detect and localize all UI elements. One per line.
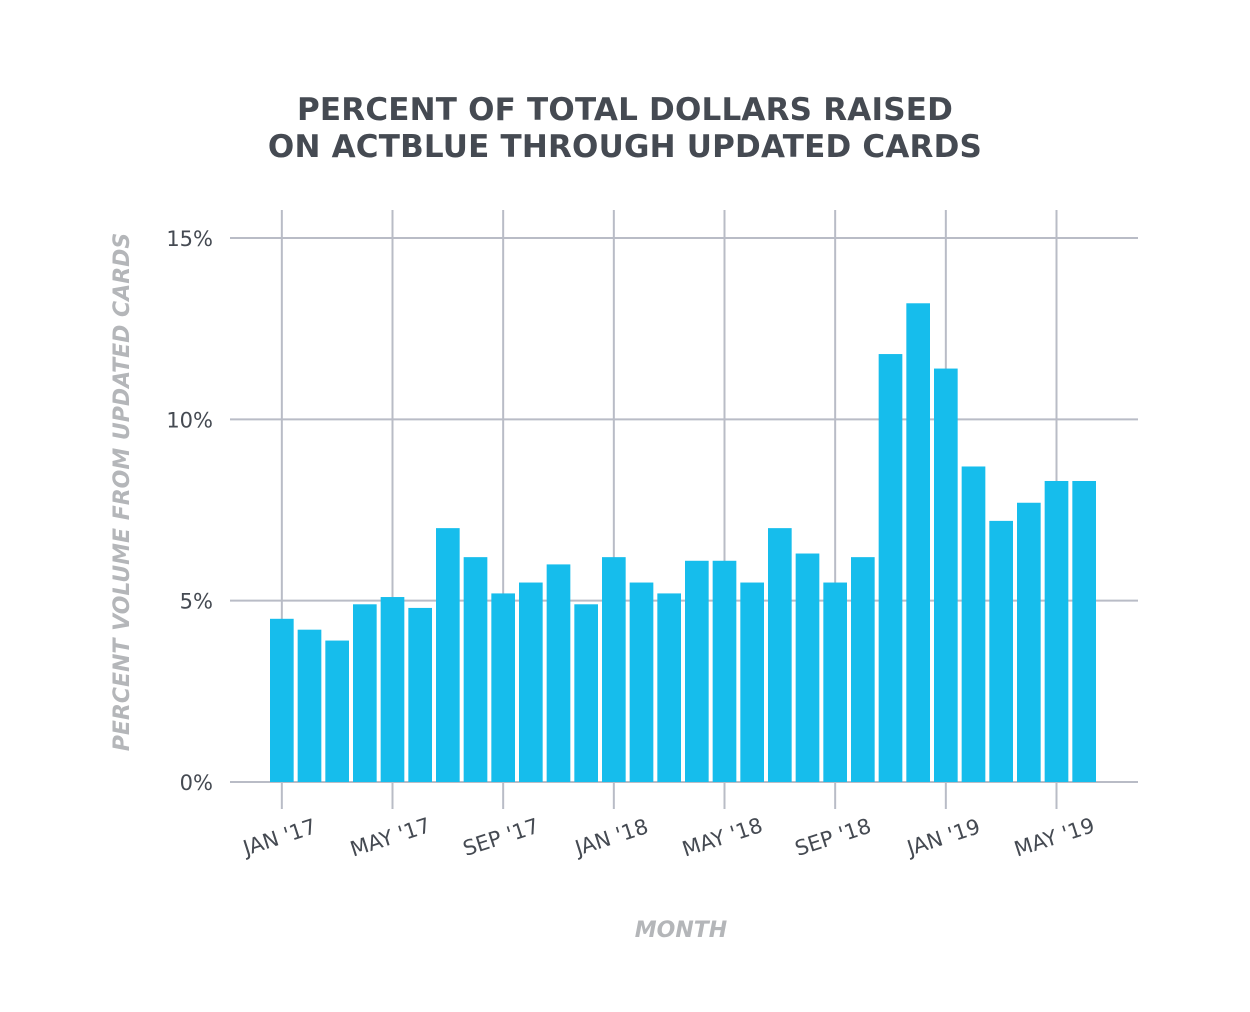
bar: [961, 466, 986, 782]
y-tick-label: 0%: [180, 771, 213, 795]
x-tick-label: JAN '19: [902, 814, 983, 861]
bar: [823, 582, 847, 782]
bar: [546, 564, 571, 782]
bar: [851, 557, 875, 782]
chart-title: PERCENT OF TOTAL DOLLARS RAISED ON ACTBL…: [0, 92, 1250, 166]
x-tick-label: MAY '17: [347, 813, 433, 861]
bar: [1044, 480, 1069, 782]
x-tick-label: SEP '18: [792, 814, 874, 861]
x-axis-label: MONTH: [635, 918, 727, 943]
bar: [906, 303, 930, 782]
bar: [519, 582, 543, 782]
chart-title-line-2: ON ACTBLUE THROUGH UPDATED CARDS: [267, 129, 983, 165]
x-tick-label: SEP '17: [460, 814, 542, 861]
bar: [1017, 502, 1041, 782]
bar: [768, 528, 792, 782]
bar: [325, 640, 349, 782]
x-tick-label: MAY '18: [679, 813, 765, 861]
bar: [657, 593, 681, 782]
bar: [685, 560, 709, 782]
bar: [574, 604, 598, 782]
bar: [989, 520, 1013, 782]
x-tick-label: MAY '19: [1011, 813, 1097, 861]
chart-title-line-1: PERCENT OF TOTAL DOLLARS RAISED: [296, 92, 954, 128]
bar: [712, 560, 737, 782]
bar: [297, 629, 322, 782]
bar: [270, 618, 294, 782]
bar: [934, 368, 958, 782]
y-axis-tick-labels: 0% 5% 10% 15%: [166, 227, 213, 795]
bar: [1072, 480, 1096, 782]
bars: [270, 303, 1096, 782]
bar: [436, 528, 460, 782]
y-axis-label: PERCENT VOLUME FROM UPDATED CARDS: [110, 233, 135, 752]
bar: [629, 582, 654, 782]
x-axis-tick-labels: JAN '17 MAY '17 SEP '17 JAN '18 MAY '18 SEP '…: [238, 813, 1097, 861]
x-tick-label: JAN '18: [570, 814, 651, 861]
y-tick-label: 10%: [166, 408, 213, 432]
bar: [408, 607, 432, 782]
bar: [602, 557, 626, 782]
bar: [491, 593, 515, 782]
x-tick-label: JAN '17: [238, 814, 319, 861]
y-tick-label: 15%: [166, 227, 213, 251]
bar: [380, 597, 405, 782]
bar: [795, 553, 820, 782]
bar: [740, 582, 764, 782]
bar: [463, 557, 488, 782]
y-tick-label: 5%: [180, 590, 213, 614]
bar: [353, 604, 377, 782]
bar: [878, 354, 903, 782]
